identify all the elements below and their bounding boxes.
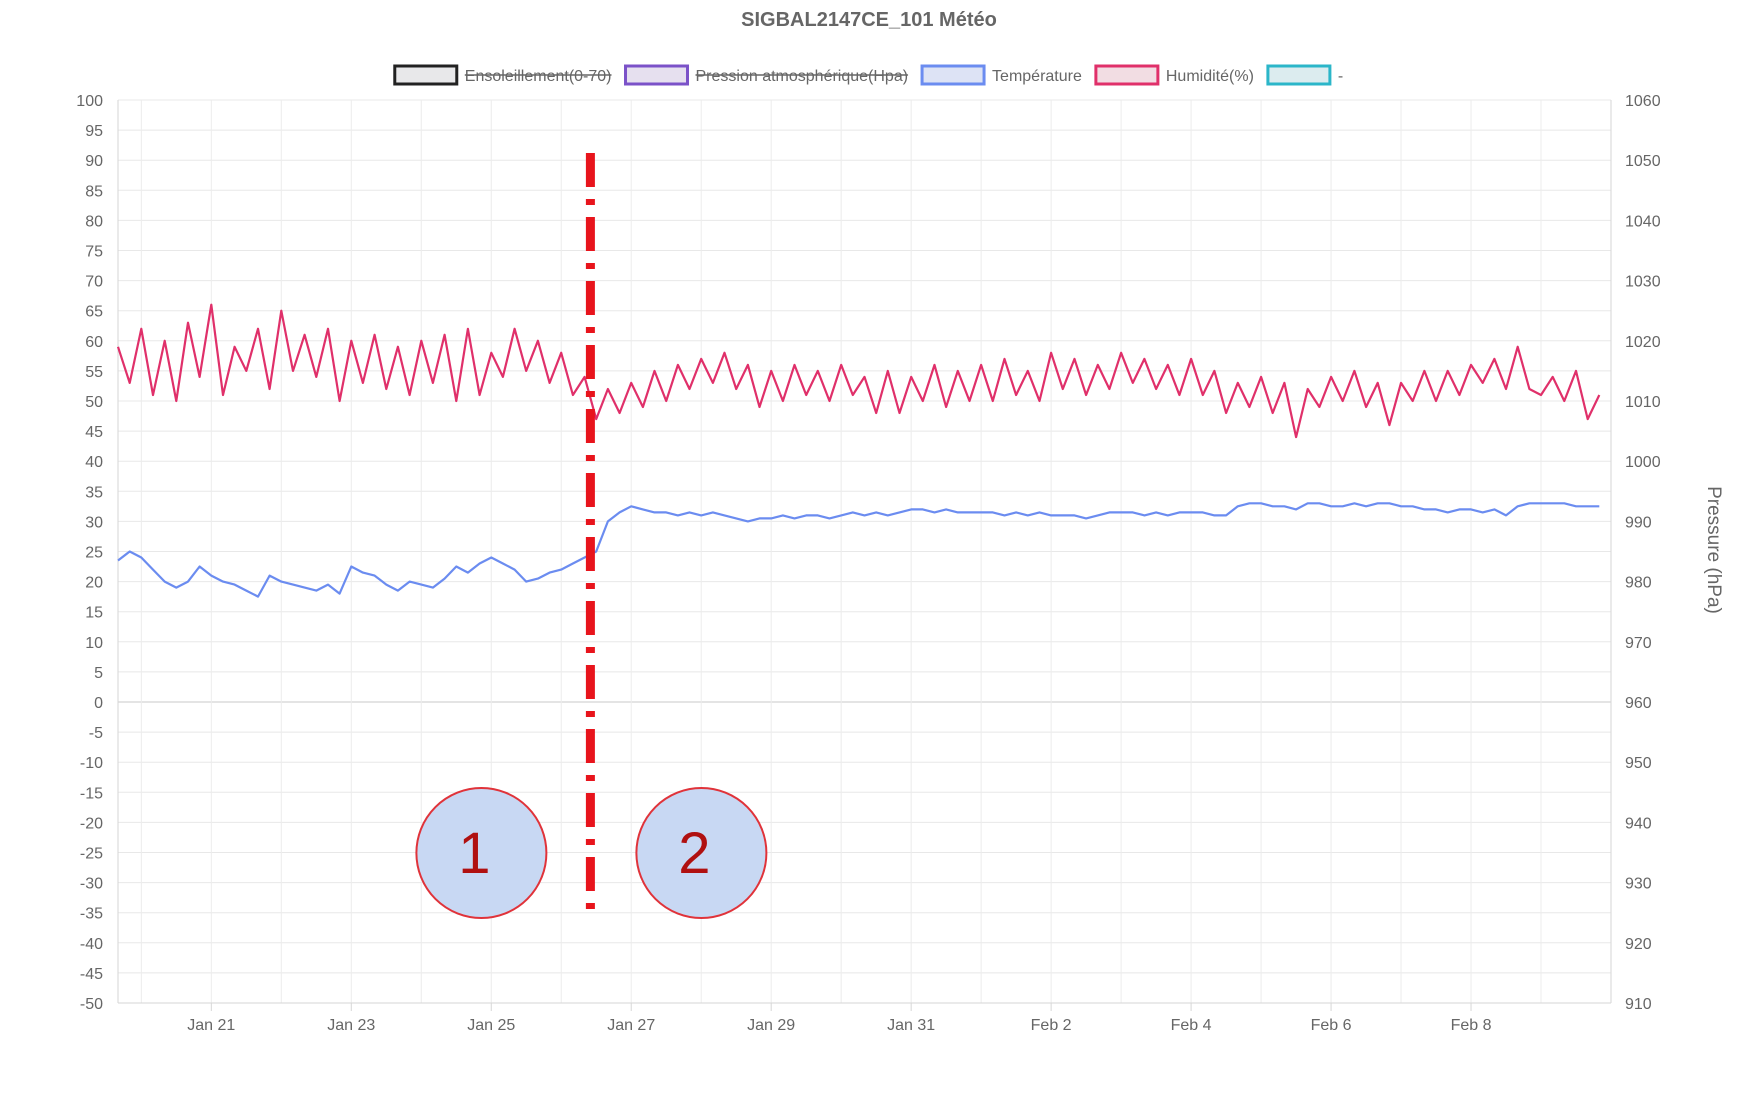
left-tick-label: 5 xyxy=(94,665,103,682)
right-axis-ticks: 910 920 930 940 950 960 970 980 990 1000 1010 1020 1… xyxy=(1625,93,1661,1013)
legend-swatch xyxy=(1094,64,1160,86)
right-tick-label: 910 xyxy=(1625,996,1652,1013)
right-tick-label: 1010 xyxy=(1625,394,1661,411)
right-tick-label: 1000 xyxy=(1625,454,1661,471)
legend-label: - xyxy=(1338,68,1343,85)
left-tick-label: 30 xyxy=(85,514,103,531)
x-tick-label: Feb 6 xyxy=(1311,1017,1352,1034)
right-tick-label: 970 xyxy=(1625,635,1652,652)
phase-marker-1: 1 xyxy=(415,787,548,919)
legend-item: Température xyxy=(920,64,1082,86)
right-tick-label: 1040 xyxy=(1625,213,1661,230)
x-tick-label: Jan 23 xyxy=(327,1017,375,1034)
phase-marker-2: 2 xyxy=(635,787,768,919)
right-tick-label: 920 xyxy=(1625,936,1652,953)
legend-item: Pression atmosphérique(Hpa) xyxy=(624,64,909,86)
right-tick-label: 1050 xyxy=(1625,153,1661,170)
left-tick-label: 15 xyxy=(85,605,103,622)
phase-marker-circle xyxy=(415,787,548,919)
x-axis-ticks: Jan 21 Jan 23 Jan 25 Jan 27 Jan 29 Jan 31 Feb … xyxy=(187,1003,1492,1034)
legend-swatch xyxy=(393,64,459,86)
legend-item: Humidité(%) xyxy=(1094,64,1254,86)
right-tick-label: 960 xyxy=(1625,695,1652,712)
legend-swatch xyxy=(1266,64,1332,86)
left-tick-label: -20 xyxy=(80,815,103,832)
chart-legend: Ensoleillement(0-70) Pression atmosphériq… xyxy=(393,64,1343,86)
right-tick-label: 1030 xyxy=(1625,274,1661,291)
right-tick-label: 980 xyxy=(1625,575,1652,592)
right-tick-label: 1020 xyxy=(1625,334,1661,351)
left-tick-label: 10 xyxy=(85,635,103,652)
right-axis-title: Pressure (hPa) xyxy=(1703,486,1724,614)
chart-title: SIGBAL2147CE_101 Météo xyxy=(741,9,997,31)
left-tick-label: 100 xyxy=(76,93,103,110)
right-tick-label: 950 xyxy=(1625,755,1652,772)
left-tick-label: -10 xyxy=(80,755,103,772)
x-tick-label: Jan 29 xyxy=(747,1017,795,1034)
legend-item: Ensoleillement(0-70) xyxy=(393,64,612,86)
right-tick-label: 930 xyxy=(1625,876,1652,893)
right-tick-label: 990 xyxy=(1625,514,1652,531)
chart-series xyxy=(116,303,1601,598)
left-axis-ticks: -50-45-40-35-30-25-20-15-10-505101520253… xyxy=(76,93,103,1013)
phase-marker-circle xyxy=(635,787,768,919)
left-tick-label: -50 xyxy=(80,996,103,1013)
x-tick-label: Jan 27 xyxy=(607,1017,655,1034)
left-tick-label: 75 xyxy=(85,244,103,261)
left-tick-label: -30 xyxy=(80,876,103,893)
x-tick-label: Jan 25 xyxy=(467,1017,515,1034)
left-tick-label: 55 xyxy=(85,364,103,381)
left-tick-label: -35 xyxy=(80,906,103,923)
left-tick-label: -5 xyxy=(89,725,103,742)
left-tick-label: 85 xyxy=(85,183,103,200)
x-tick-label: Jan 21 xyxy=(187,1017,235,1034)
left-tick-label: 40 xyxy=(85,454,103,471)
left-tick-label: 60 xyxy=(85,334,103,351)
left-tick-label: 35 xyxy=(85,484,103,501)
left-tick-label: 45 xyxy=(85,424,103,441)
legend-swatch xyxy=(624,64,690,86)
right-tick-label: 940 xyxy=(1625,815,1652,832)
left-tick-label: 70 xyxy=(85,274,103,291)
phase-marker-label: 2 xyxy=(678,821,710,886)
legend-label: Ensoleillement(0-70) xyxy=(465,68,612,85)
left-tick-label: 50 xyxy=(85,394,103,411)
left-tick-label: 20 xyxy=(85,575,103,592)
x-tick-label: Feb 4 xyxy=(1171,1017,1212,1034)
x-tick-label: Feb 8 xyxy=(1451,1017,1492,1034)
left-tick-label: -15 xyxy=(80,785,103,802)
legend-label: Température xyxy=(992,68,1082,85)
x-tick-label: Feb 2 xyxy=(1031,1017,1072,1034)
legend-item: - xyxy=(1266,64,1343,86)
x-tick-label: Jan 31 xyxy=(887,1017,935,1034)
left-tick-label: 65 xyxy=(85,304,103,321)
phase-marker-label: 1 xyxy=(458,821,490,886)
left-tick-label: 90 xyxy=(85,153,103,170)
left-tick-label: 95 xyxy=(85,123,103,140)
chart-grid xyxy=(117,99,1612,1004)
left-tick-label: -45 xyxy=(80,966,103,983)
left-tick-label: 25 xyxy=(85,545,103,562)
left-tick-label: -25 xyxy=(80,846,103,863)
right-tick-label: 1060 xyxy=(1625,93,1661,110)
legend-swatch xyxy=(920,64,986,86)
temperature-line xyxy=(117,502,1600,598)
left-tick-label: -40 xyxy=(80,936,103,953)
humidity-line xyxy=(116,303,1601,439)
legend-label: Humidité(%) xyxy=(1166,68,1254,85)
left-tick-label: 0 xyxy=(94,695,103,712)
left-tick-label: 80 xyxy=(85,213,103,230)
legend-label: Pression atmosphérique(Hpa) xyxy=(696,68,909,85)
